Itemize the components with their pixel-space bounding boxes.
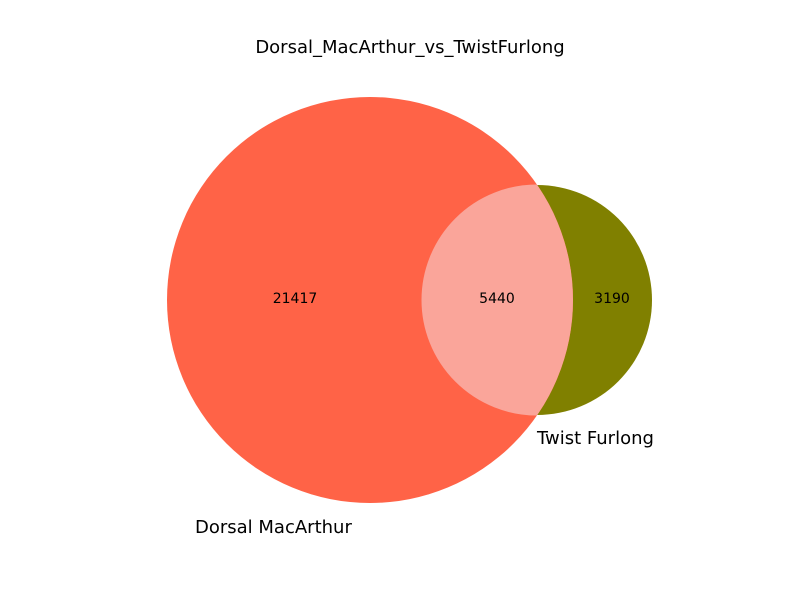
set-label-dorsal-macarthur: Dorsal MacArthur [195,517,352,538]
count-overlap: 5440 [479,291,515,307]
set-label-twist-furlong: Twist Furlong [536,428,654,449]
set-circle-dorsal-macarthur [167,97,573,503]
overlap-region [421,184,573,416]
chart-title: Dorsal_MacArthur_vs_TwistFurlong [255,37,564,58]
count-twist-only: 3190 [594,291,630,307]
count-dorsal-only: 21417 [273,291,318,307]
